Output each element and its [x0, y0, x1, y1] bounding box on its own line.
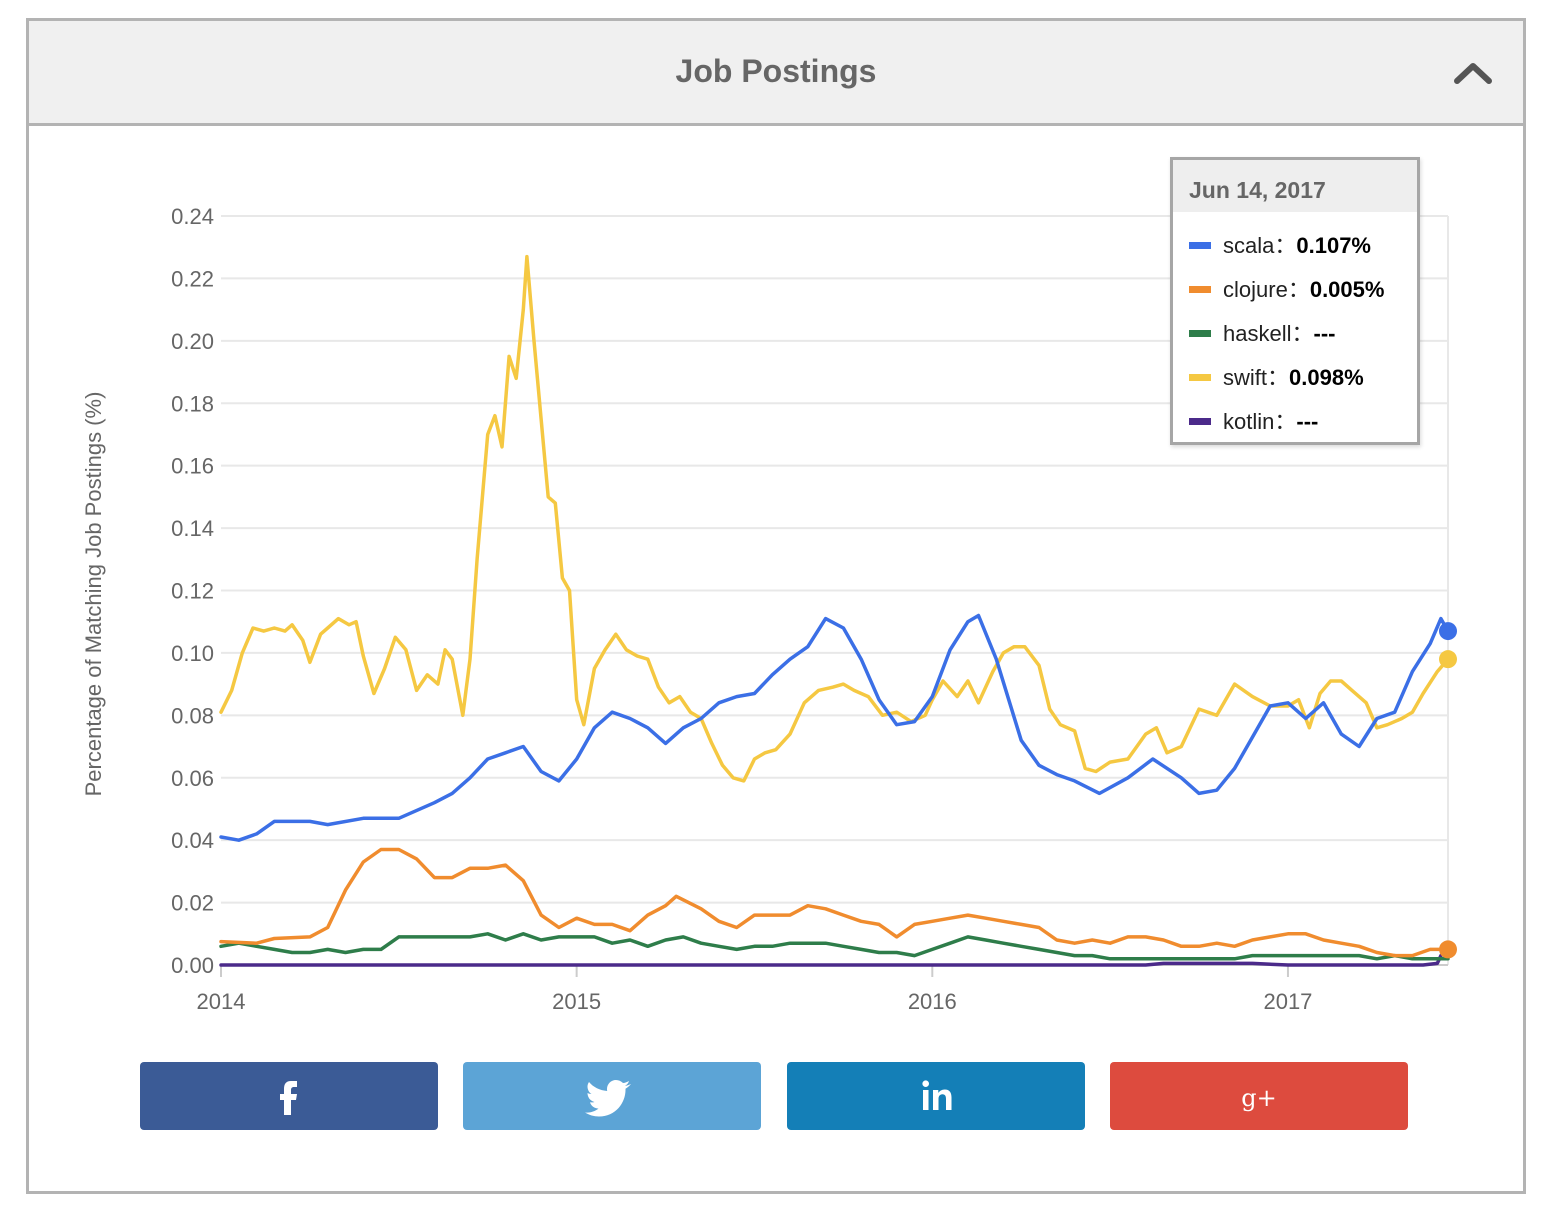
tooltip-separator: ： — [1291, 321, 1314, 346]
tooltip-separator: ： — [1274, 409, 1297, 434]
y-axis-label: Percentage of Matching Job Postings (%) — [81, 392, 106, 797]
x-axis-ticks: 2014 2015 2016 2017 — [197, 964, 1448, 1014]
tooltip-series-name: haskell — [1223, 321, 1292, 346]
tooltip-separator: ： — [1274, 233, 1297, 258]
series-line-clojure — [219, 847, 1450, 958]
tooltip-row-swift: swift：0.098% — [1189, 360, 1364, 390]
tooltip-series-value: 0.098% — [1289, 365, 1364, 390]
series-line-haskell — [219, 932, 1450, 961]
tooltip-row-clojure: clojure：0.005% — [1189, 272, 1385, 302]
series-marker-scala[interactable] — [1439, 622, 1457, 641]
tooltip-row-scala: scala：0.107% — [1189, 228, 1371, 258]
tooltip-series-value: --- — [1313, 321, 1336, 346]
series-line-kotlin — [219, 953, 1443, 967]
y-tick-label: 0.10 — [171, 641, 214, 666]
y-tick-label: 0.24 — [171, 204, 214, 229]
y-tick-label: 0.00 — [171, 953, 214, 978]
tooltip-series-name: swift — [1223, 365, 1267, 390]
tooltip-series-value: 0.107% — [1296, 233, 1371, 258]
tooltip-series-name: kotlin — [1223, 409, 1275, 434]
series-line-scala — [219, 613, 1450, 842]
panel-title: Job Postings — [675, 53, 877, 89]
y-tick-label: 0.14 — [171, 516, 214, 541]
x-tick-label: 2015 — [552, 989, 601, 1014]
y-tick-label: 0.16 — [171, 454, 214, 479]
y-axis-ticks: 0.00 0.02 0.04 0.06 0.08 0.10 0.12 0.14 0.16 0.18… — [171, 204, 214, 978]
y-tick-label: 0.06 — [171, 766, 214, 791]
y-tick-label: 0.02 — [171, 891, 214, 916]
series-marker-swift[interactable] — [1439, 650, 1457, 669]
legend-swatch — [1189, 417, 1211, 425]
tooltip-series-name: clojure — [1223, 277, 1288, 302]
chart-series — [219, 254, 1450, 967]
chevron-up-icon[interactable] — [1451, 55, 1495, 91]
tooltip-separator: ： — [1287, 277, 1310, 302]
twitter-icon — [585, 1080, 631, 1117]
google-plus-share-button[interactable]: g+ — [1110, 1062, 1408, 1130]
tooltip-date: Jun 14, 2017 — [1189, 177, 1326, 203]
tooltip-header: Jun 14, 2017 — [1173, 160, 1417, 212]
panel-header: Job Postings — [29, 21, 1523, 126]
legend-swatch — [1189, 285, 1211, 293]
y-tick-label: 0.20 — [171, 329, 214, 354]
tooltip-series-value: --- — [1296, 409, 1319, 434]
tooltip-separator: ： — [1267, 365, 1290, 390]
chart-tooltip: Jun 14, 2017 scala：0.107% clojure：0.005% h… — [1170, 157, 1420, 445]
legend-swatch — [1189, 373, 1211, 381]
series-marker-clojure[interactable] — [1439, 940, 1457, 959]
tooltip-series-name: scala — [1223, 233, 1275, 258]
facebook-share-button[interactable] — [140, 1062, 438, 1130]
x-tick-label: 2017 — [1263, 989, 1312, 1014]
linkedin-share-button[interactable] — [787, 1062, 1085, 1130]
y-tick-label: 0.08 — [171, 703, 214, 728]
series-line-swift — [219, 254, 1450, 783]
tooltip-row-haskell: haskell：--- — [1189, 316, 1336, 346]
legend-swatch — [1189, 329, 1211, 337]
chart-last-points — [1439, 622, 1457, 959]
y-tick-label: 0.22 — [171, 266, 214, 291]
linkedin-icon — [922, 1080, 952, 1110]
tooltip-series-value: 0.005% — [1309, 277, 1385, 302]
x-tick-label: 2014 — [197, 989, 246, 1014]
google-plus-icon: g+ — [1241, 1084, 1276, 1112]
facebook-icon — [280, 1081, 297, 1115]
twitter-share-button[interactable] — [463, 1062, 761, 1130]
y-tick-label: 0.04 — [171, 828, 214, 853]
y-tick-label: 0.12 — [171, 579, 214, 604]
tooltip-row-kotlin: kotlin：--- — [1189, 404, 1319, 434]
y-tick-label: 0.18 — [171, 391, 214, 416]
google-plus-label: g+ — [1241, 1084, 1276, 1112]
legend-swatch — [1189, 241, 1211, 249]
x-tick-label: 2016 — [908, 989, 957, 1014]
